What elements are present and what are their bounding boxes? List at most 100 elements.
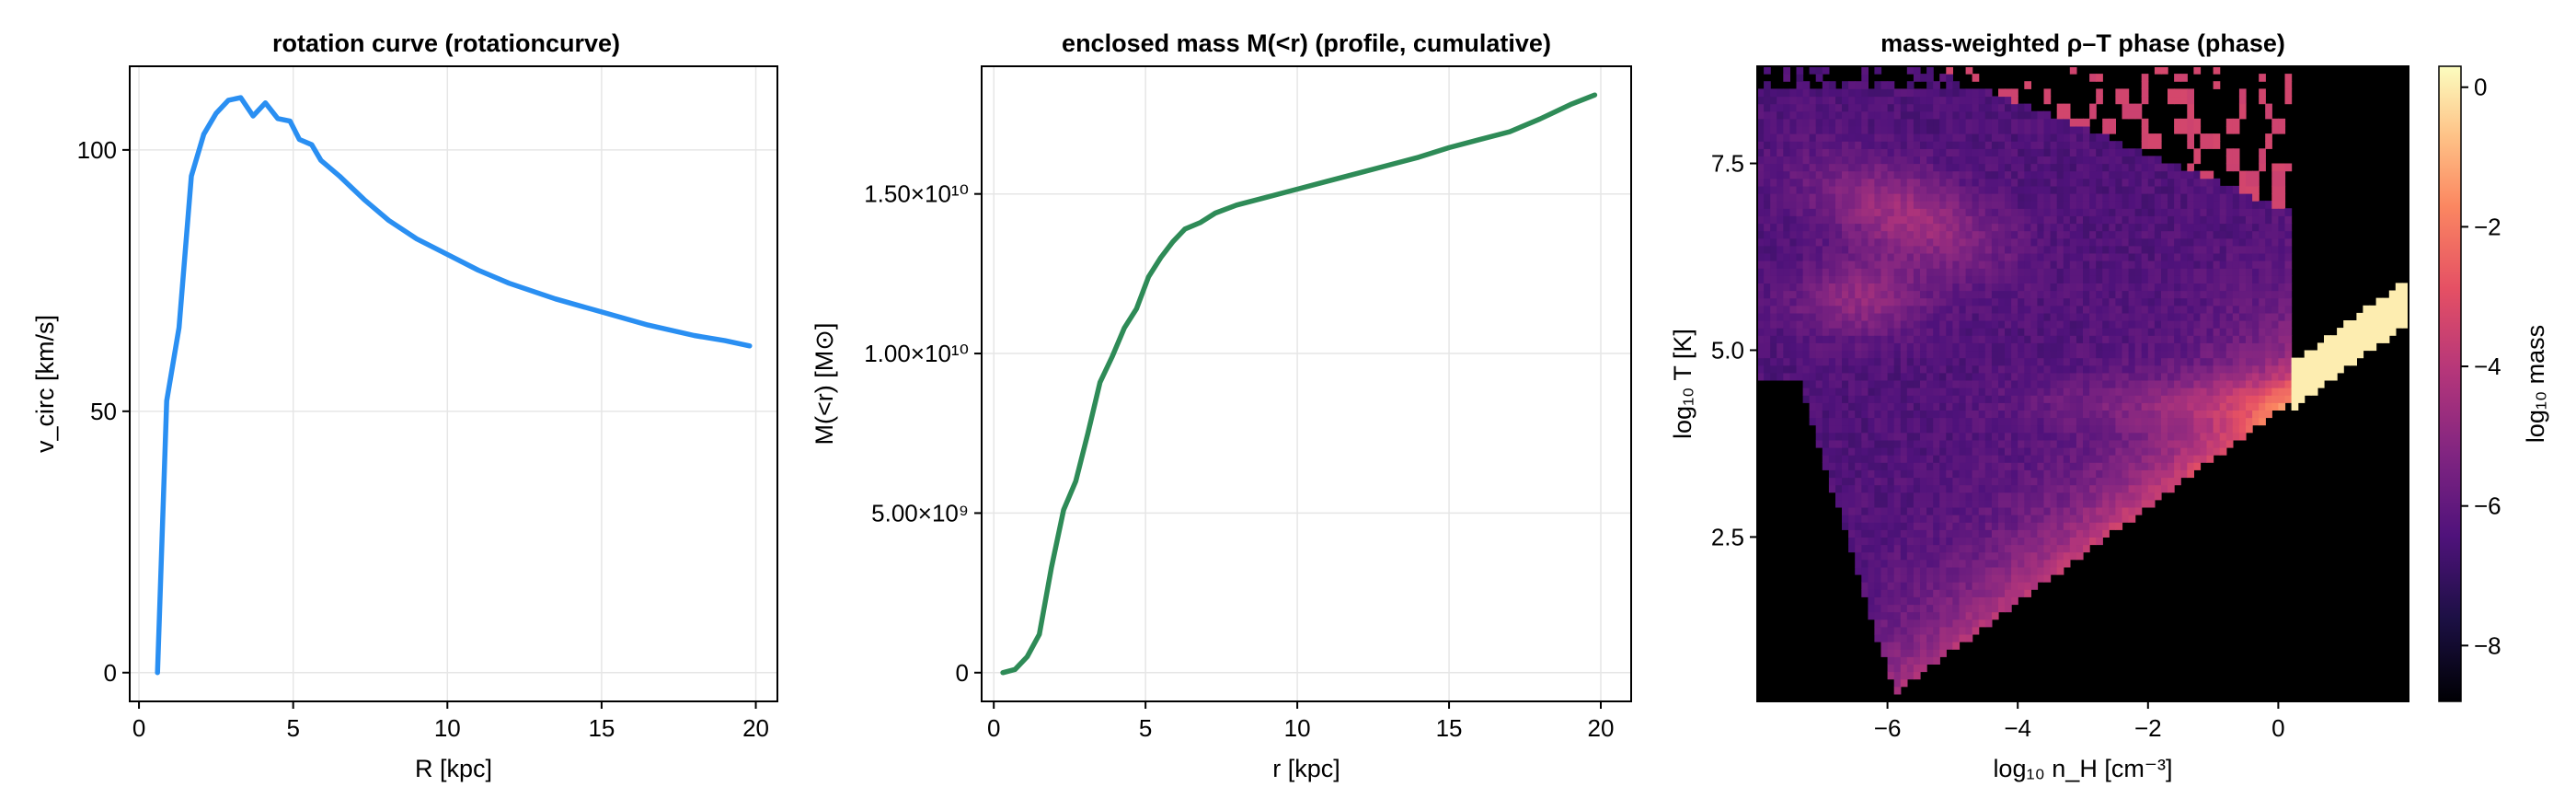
heatmap-cell bbox=[2278, 201, 2286, 209]
heatmap-cell bbox=[1855, 103, 1862, 112]
heatmap-cell bbox=[2206, 455, 2214, 463]
heatmap-cell bbox=[1939, 74, 1947, 82]
heatmap-cell bbox=[2030, 522, 2039, 530]
heatmap-cell bbox=[1874, 237, 1882, 247]
heatmap-cell bbox=[1933, 566, 1940, 575]
heatmap-cell bbox=[2030, 529, 2039, 538]
heatmap-cell bbox=[2147, 275, 2156, 284]
heatmap-cell bbox=[2076, 193, 2084, 202]
heatmap-cell bbox=[1848, 275, 1856, 284]
heatmap-cell bbox=[1984, 439, 1993, 448]
heatmap-cell bbox=[1842, 156, 1849, 165]
x-tick-label: 10 bbox=[1284, 714, 1311, 742]
heatmap-cell bbox=[1926, 529, 1934, 538]
heatmap-cell bbox=[2187, 133, 2194, 142]
heatmap-cell bbox=[1939, 469, 1947, 479]
heatmap-cell bbox=[2083, 364, 2090, 374]
heatmap-cell bbox=[1861, 320, 1869, 329]
heatmap-cell bbox=[2102, 455, 2110, 463]
heatmap-cell bbox=[1887, 193, 1895, 202]
heatmap-cell bbox=[2024, 492, 2031, 501]
heatmap-cell bbox=[2232, 297, 2240, 307]
heatmap-cell bbox=[1893, 678, 1902, 688]
heatmap-cell bbox=[1920, 275, 1927, 284]
heatmap-cell bbox=[1848, 522, 1856, 530]
heatmap-cell bbox=[1998, 290, 2006, 299]
heatmap-cell bbox=[1952, 499, 1961, 508]
heatmap-cell bbox=[2246, 417, 2253, 426]
heatmap-cell bbox=[1809, 350, 1817, 359]
y-tick-label: 0 bbox=[104, 659, 117, 687]
heatmap-cell bbox=[2050, 544, 2058, 553]
heatmap-cell bbox=[1920, 492, 1927, 501]
heatmap-cell bbox=[2128, 515, 2136, 523]
heatmap-cell bbox=[2043, 237, 2052, 247]
heatmap-cell bbox=[2180, 350, 2188, 359]
heatmap-cell bbox=[1770, 141, 1777, 149]
heatmap-cell bbox=[2096, 178, 2103, 187]
heatmap-cell bbox=[2037, 335, 2045, 343]
heatmap-cell bbox=[2200, 424, 2208, 434]
heatmap-cell bbox=[1952, 260, 1961, 269]
heatmap-cell bbox=[2232, 215, 2240, 225]
heatmap-cell bbox=[1939, 133, 1947, 142]
heatmap-cell bbox=[2083, 290, 2090, 299]
heatmap-cell bbox=[1842, 455, 1849, 463]
heatmap-cell bbox=[2271, 185, 2279, 194]
heatmap-cell bbox=[1796, 350, 1804, 359]
heatmap-cell bbox=[2089, 462, 2097, 470]
heatmap-cell bbox=[2259, 215, 2266, 225]
heatmap-cell bbox=[1815, 148, 1823, 156]
heatmap-cell bbox=[1887, 515, 1895, 523]
heatmap-cell bbox=[1855, 163, 1862, 172]
heatmap-cell bbox=[2030, 312, 2039, 321]
heatmap-cell bbox=[2265, 230, 2272, 239]
heatmap-cell bbox=[2043, 245, 2052, 254]
heatmap-cell bbox=[1906, 642, 1915, 650]
heatmap-cell bbox=[2122, 484, 2130, 493]
heatmap-cell bbox=[2096, 395, 2103, 403]
heatmap-cell bbox=[2043, 447, 2052, 456]
heatmap-cell bbox=[2037, 462, 2045, 470]
heatmap-cell bbox=[1809, 275, 1817, 284]
heatmap-cell bbox=[1757, 170, 1765, 179]
heatmap-cell bbox=[2206, 372, 2214, 381]
heatmap-cell bbox=[2030, 125, 2039, 134]
heatmap-cell bbox=[1933, 237, 1940, 247]
heatmap-cell bbox=[1868, 439, 1876, 448]
heatmap-cell bbox=[1965, 125, 1973, 134]
heatmap-cell bbox=[1777, 125, 1784, 134]
heatmap-cell bbox=[1848, 529, 1856, 538]
heatmap-cell bbox=[2024, 551, 2031, 561]
heatmap-cell bbox=[2089, 388, 2097, 396]
heatmap-cell bbox=[1926, 455, 1934, 463]
heatmap-cell bbox=[1764, 252, 1771, 261]
heatmap-cell bbox=[2180, 170, 2188, 179]
heatmap-cell bbox=[1926, 515, 1934, 523]
heatmap-cell bbox=[2219, 252, 2227, 261]
heatmap-cell bbox=[2200, 185, 2208, 194]
heatmap-cell bbox=[1842, 417, 1849, 426]
heatmap-cell bbox=[2246, 297, 2253, 307]
heatmap-cell bbox=[1868, 574, 1876, 583]
heatmap-cell bbox=[2128, 477, 2136, 486]
heatmap-cell bbox=[2005, 141, 2012, 149]
heatmap-cell bbox=[1972, 201, 1980, 209]
heatmap-cell bbox=[2343, 350, 2351, 359]
heatmap-cell bbox=[2030, 163, 2039, 172]
heatmap-cell bbox=[1764, 230, 1771, 239]
heatmap-cell bbox=[2187, 252, 2194, 261]
heatmap-cell bbox=[2265, 335, 2272, 343]
heatmap-cell bbox=[1965, 402, 1973, 411]
heatmap-cell bbox=[2109, 290, 2116, 299]
heatmap-cell bbox=[1920, 566, 1927, 575]
heatmap-cell bbox=[1972, 484, 1980, 493]
heatmap-cell bbox=[1900, 559, 1908, 568]
heatmap-cell bbox=[1777, 350, 1784, 359]
heatmap-cell bbox=[1822, 432, 1830, 441]
heatmap-cell bbox=[1913, 566, 1921, 575]
heatmap-cell bbox=[2037, 305, 2045, 314]
heatmap-cell bbox=[1900, 237, 1908, 247]
heatmap-cell bbox=[1998, 469, 2006, 479]
heatmap-cell bbox=[1998, 245, 2006, 254]
